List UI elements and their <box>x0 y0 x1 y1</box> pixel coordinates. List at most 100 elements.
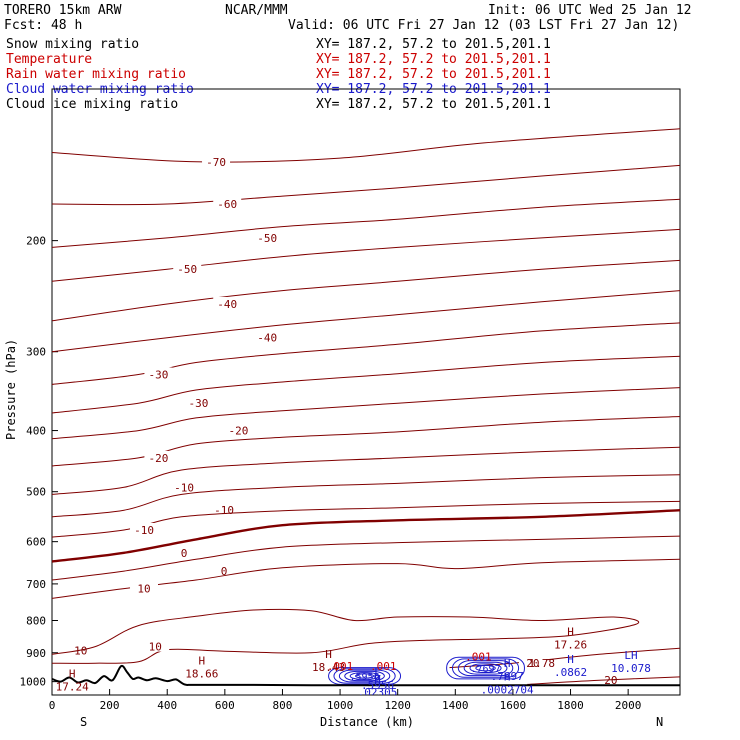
isotherm-line <box>52 608 640 664</box>
cloud-water-max-label: .5956 <box>350 672 380 683</box>
max-value: 18.43 <box>312 661 345 674</box>
legend-label: Rain water mixing ratio <box>6 67 186 82</box>
cloud-water-contour <box>338 669 391 683</box>
max-value: .5956 <box>361 679 394 692</box>
init-label: Init: 06 UTC Wed 25 Jan 12 <box>488 3 692 18</box>
axes: Pressure (hPa) Distance (km) S N <box>4 339 663 729</box>
max-mark: H <box>325 648 332 661</box>
isotherm-label: -40 <box>217 298 237 311</box>
isotherm-line <box>52 128 680 163</box>
max-value: .02305 <box>358 686 398 699</box>
x-tick-label: 1200 <box>384 699 411 712</box>
isotherm-line <box>52 500 680 538</box>
max-value: 17.24 <box>56 680 89 693</box>
inline-label: .001 <box>327 660 354 673</box>
x-tick-label: 1400 <box>442 699 469 712</box>
max-mark: H <box>504 657 511 670</box>
plot-area: 0 200 400 600 800 1000 1200 1400 1600 1800 2000200… <box>20 88 713 712</box>
y-tick-label: 200 <box>26 235 46 248</box>
isotherm-line <box>52 416 680 467</box>
isotherm-label-bg <box>141 639 170 652</box>
max-mark: H <box>567 653 574 666</box>
valid-label: Valid: 06 UTC Fri 27 Jan 12 (03 LST Fri … <box>288 18 679 33</box>
isotherm-line <box>52 446 680 495</box>
isotherm-label: -10 <box>214 504 234 517</box>
x-tick-label: 1600 <box>500 699 527 712</box>
legend-label: Snow mixing ratio <box>6 37 139 52</box>
y-tick-label: 400 <box>26 425 46 438</box>
isotherm-line <box>52 228 680 282</box>
legend-label: Cloud ice mixing ratio <box>6 97 178 112</box>
isotherm-label: -10 <box>174 481 194 494</box>
x-tick-label: 800 <box>273 699 293 712</box>
isotherm-label: -40 <box>257 332 277 345</box>
cloud-water-contour <box>344 670 385 682</box>
isotherm-label-bg <box>518 656 547 669</box>
legend-label: Temperature <box>6 52 92 67</box>
isotherm-line <box>52 355 680 414</box>
inline-label: 20 <box>604 674 617 687</box>
isotherm-label: -30 <box>148 369 168 382</box>
y-tick-label: 700 <box>26 578 46 591</box>
max-mark: H <box>567 625 574 638</box>
isotherm-label-bg <box>144 367 173 380</box>
south-label: S <box>80 715 87 729</box>
cloud-water-contour <box>457 660 514 677</box>
isotherm-line <box>52 474 680 518</box>
max-mark: H <box>504 670 511 683</box>
isotherm-label-bg <box>253 230 282 243</box>
isotherm-label: -10 <box>134 524 154 537</box>
y-tick-label: 300 <box>26 346 46 359</box>
cloud-water-contour <box>463 661 508 675</box>
isotherm-label-bg <box>685 673 713 685</box>
isotherm-label: 20 <box>526 657 539 670</box>
max-mark: LH <box>624 649 637 662</box>
north-label: N <box>656 715 663 729</box>
isotherm-line <box>52 198 680 248</box>
isotherm-label-bg <box>130 581 159 594</box>
cloud-water-contour <box>451 658 520 678</box>
isotherm-label: -50 <box>257 232 277 245</box>
y-tick-label: 800 <box>26 614 46 627</box>
isotherm-line <box>52 535 680 581</box>
cloud-water-max-label: .7697 <box>470 664 500 675</box>
y-tick-label: 1000 <box>20 676 47 689</box>
cloud-water-contour <box>446 656 525 680</box>
isotherm-label-bg <box>144 450 173 463</box>
inline-label: .001 <box>370 660 397 673</box>
isotherm-label-bg <box>170 480 199 493</box>
isotherm-label: -20 <box>228 425 248 438</box>
x-tick-label: 1800 <box>557 699 584 712</box>
legend-xy: XY= 187.2, 57.2 to 201.5,201.1 <box>316 97 551 112</box>
isotherm-label-bg <box>253 330 282 343</box>
cloud-water-contour <box>333 668 396 684</box>
cloud-water-contour <box>469 663 502 673</box>
x-tick-label: 400 <box>157 699 177 712</box>
x-tick-label: 1000 <box>327 699 354 712</box>
fcst-label: Fcst: 48 h <box>4 18 82 33</box>
org-label: NCAR/MMM <box>225 3 288 18</box>
isotherm-label-bg <box>170 545 199 558</box>
legend-xy: XY= 187.2, 57.2 to 201.5,201.1 <box>316 37 551 52</box>
isotherm-label: -20 <box>148 452 168 465</box>
max-value: .7697 <box>491 670 524 683</box>
max-mark: L <box>374 666 381 679</box>
terrain-line <box>52 664 680 687</box>
model-label: TORERO 15km ARW <box>4 3 122 18</box>
isotherm-line <box>52 387 680 440</box>
inline-label: .001 <box>465 650 492 663</box>
isotherm-label-bg <box>173 262 202 275</box>
isotherm-label: 10 <box>137 583 150 596</box>
legend-xy: XY= 187.2, 57.2 to 201.5,201.1 <box>316 67 551 82</box>
isotherm-line <box>52 509 680 563</box>
isotherm-label: 0 <box>181 547 188 560</box>
isotherm-line <box>52 164 680 206</box>
inline-label: 1.78 <box>528 657 555 670</box>
x-tick-label: 200 <box>100 699 120 712</box>
legend: Snow mixing ratio XY= 187.2, 57.2 to 201.… <box>6 37 551 112</box>
isotherm-line <box>52 259 680 322</box>
isotherm-label: -30 <box>188 397 208 410</box>
isotherm-layer: -70 -60 -50 -50 -40 -40 -30 -30 -20 -20 -10 -10 -10 0… <box>52 128 713 699</box>
y-tick-label: 500 <box>26 486 46 499</box>
isotherm-label-bg <box>210 564 239 577</box>
